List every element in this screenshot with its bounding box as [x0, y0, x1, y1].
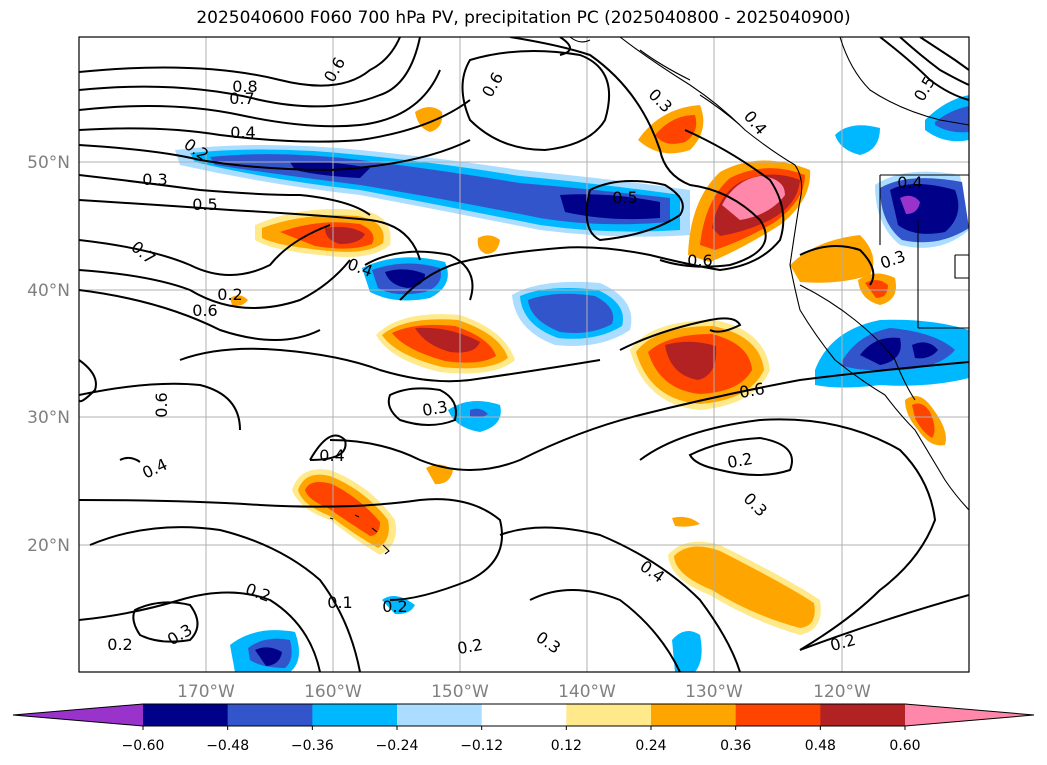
map-frame: [78, 36, 970, 673]
colorbar-tick-label: −0.36: [291, 738, 334, 754]
lon-label-140w: 140°W: [558, 682, 616, 702]
colorbar-tick-label: −0.12: [460, 738, 503, 754]
lat-label-30n: 30°N: [27, 408, 70, 428]
contour-label: 0.8: [232, 77, 257, 96]
graticule: [79, 37, 969, 672]
colorbar-tick-label: 0.48: [805, 738, 836, 754]
contour-label: 0.2: [107, 635, 132, 654]
lat-label-20n: 20°N: [27, 536, 70, 556]
precip-positive-small-4: [230, 295, 248, 306]
precip-negative-blob-3c: [528, 293, 614, 333]
precip-positive-blob-6d: [722, 176, 785, 220]
precip-negative-blob-12c: [860, 337, 938, 365]
contour-label: 0.7: [229, 89, 254, 108]
map-title: 2025040600 F060 700 hPa PV, precipitatio…: [196, 8, 851, 28]
contour-label: 0.6: [192, 301, 217, 320]
map-background: [79, 37, 969, 672]
colorbar-extend-min: [13, 704, 143, 726]
contour-label: 0.4: [319, 446, 344, 465]
colorbar-segment: [566, 704, 652, 726]
colorbar-segment: [143, 704, 229, 726]
contour-label: 0.6: [738, 379, 766, 402]
precip-negative-blob-16b: [470, 408, 488, 418]
precip-positive-small-2: [477, 235, 500, 254]
colorbar-segment: [651, 704, 737, 726]
colorbar-tick-label: 0.12: [551, 738, 582, 754]
colorbar-segment: [481, 704, 567, 726]
precip-negative-core-north: [290, 161, 660, 220]
colorbar-tick-label: 0.36: [720, 738, 751, 754]
pv-contours: [79, 37, 969, 672]
precip-positive-blob-1d: [325, 226, 365, 244]
colorbar-tick-label: 0.24: [635, 738, 666, 754]
precip-positive-small-5: [672, 516, 700, 527]
colorbar-tick-label: −0.48: [206, 738, 249, 754]
colorbar-segment: [735, 704, 821, 726]
colorbar-segment: [227, 704, 313, 726]
contour-label: 0.2: [726, 449, 754, 472]
precipitation-fill: [175, 95, 969, 672]
colorbar-segment: [397, 704, 483, 726]
contour-label: 0.2: [382, 597, 407, 616]
precip-positive-blob-4d: [415, 327, 480, 353]
colorbar-segment: [312, 704, 398, 726]
precip-negative-blob-10b: [935, 106, 969, 133]
contour-label: 0.5: [612, 188, 637, 207]
colorbar-extend-max: [905, 704, 1034, 726]
precip-positive-blob-7b: [655, 115, 697, 144]
lat-label-50n: 50°N: [27, 153, 70, 173]
precip-positive-blob-14c: [305, 482, 380, 536]
contour-label: 0.6: [152, 392, 171, 417]
precip-positive-small-3: [426, 464, 453, 485]
contour-label: 0.2: [217, 285, 242, 304]
precip-positive-blob-5d: [665, 341, 717, 380]
lon-label-170w: 170°W: [177, 682, 235, 702]
contour-label: 0.5: [192, 195, 217, 214]
contour-label: 0.4: [230, 123, 255, 142]
lon-label-160w: 160°W: [304, 682, 362, 702]
contour-label: 0.4: [897, 173, 922, 192]
lon-label-150w: 150°W: [431, 682, 489, 702]
contour-label: 0.3: [421, 397, 449, 420]
longitude-labels: 170°W 160°W 150°W 140°W 130°W 120°W: [177, 682, 871, 702]
lon-label-120w: 120°W: [813, 682, 871, 702]
coastlines: [329, 37, 969, 555]
colorbar-segment: [820, 704, 906, 726]
precip-negative-blob-8: [835, 125, 880, 155]
contour-label: 0.2: [456, 635, 484, 658]
colorbar-tick-label: −0.60: [122, 738, 165, 754]
contour-label: 0.3: [142, 170, 167, 189]
colorbar-tick-label: 0.60: [889, 738, 920, 754]
precip-negative-blob-18: [672, 631, 702, 672]
lat-label-40n: 40°N: [27, 281, 70, 301]
precip-negative-blob-17c: [255, 647, 282, 666]
colorbar: −0.60 −0.48 −0.36 −0.24 −0.12 0.12 0.24 0.36 0.4…: [12, 703, 1035, 754]
contour-label: 0.1: [327, 593, 352, 612]
colorbar-tick-label: −0.24: [376, 738, 419, 754]
lon-label-130w: 130°W: [685, 682, 743, 702]
precip-positive-blob-15b: [674, 546, 815, 628]
contour-label: 0.6: [687, 251, 712, 270]
precip-positive-blob-13b: [912, 403, 935, 438]
latitude-labels: 50°N 40°N 30°N 20°N: [27, 153, 70, 556]
precip-negative-blob-2c: [385, 269, 425, 288]
precip-negative-blob-9d: [900, 195, 920, 214]
